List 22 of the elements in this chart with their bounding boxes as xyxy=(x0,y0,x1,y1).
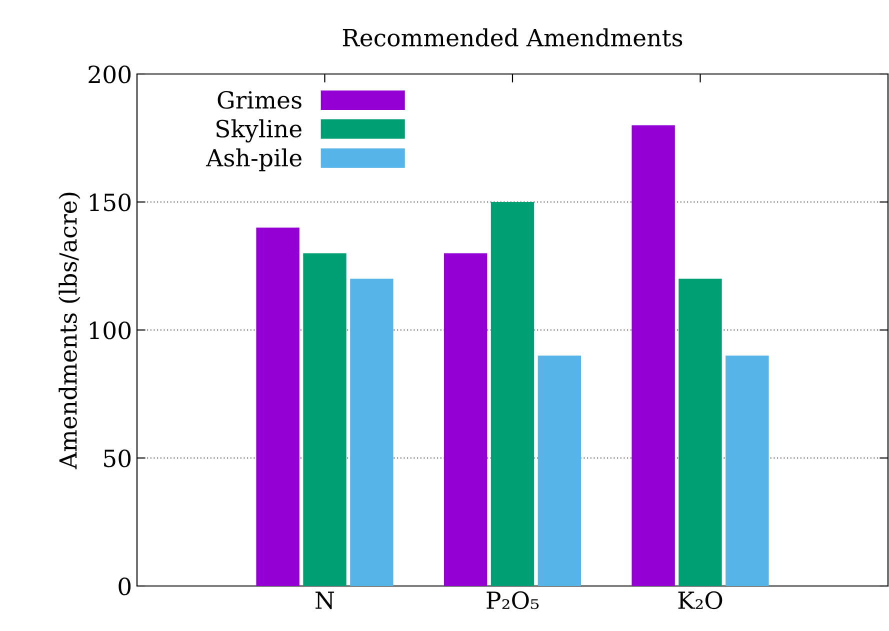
y-tick-label: 150 xyxy=(90,193,131,212)
bar xyxy=(490,202,534,586)
x-tick-label: N xyxy=(316,592,334,610)
x-tick-label: P₂O₅ xyxy=(486,591,539,610)
bar xyxy=(444,253,488,586)
y-tick-label: 50 xyxy=(104,449,131,468)
bar xyxy=(678,278,722,586)
bar xyxy=(726,356,769,586)
legend-label: Grimes xyxy=(218,90,302,109)
y-tick-label: 0 xyxy=(118,577,131,596)
y-tick-label: 100 xyxy=(90,321,131,340)
bar xyxy=(350,278,394,586)
legend-label: Skyline xyxy=(216,119,302,142)
y-tick-label: 200 xyxy=(88,65,131,84)
bar xyxy=(538,356,582,586)
bar xyxy=(632,125,675,586)
bar xyxy=(303,253,346,586)
bar xyxy=(256,228,300,586)
legend-label: Ash-pile xyxy=(206,148,302,172)
chart-title: Recommended Amendments xyxy=(342,28,682,47)
y-axis-title: Amendments (lbs/acre) xyxy=(58,192,80,470)
x-tick-label: K₂O xyxy=(678,591,722,610)
